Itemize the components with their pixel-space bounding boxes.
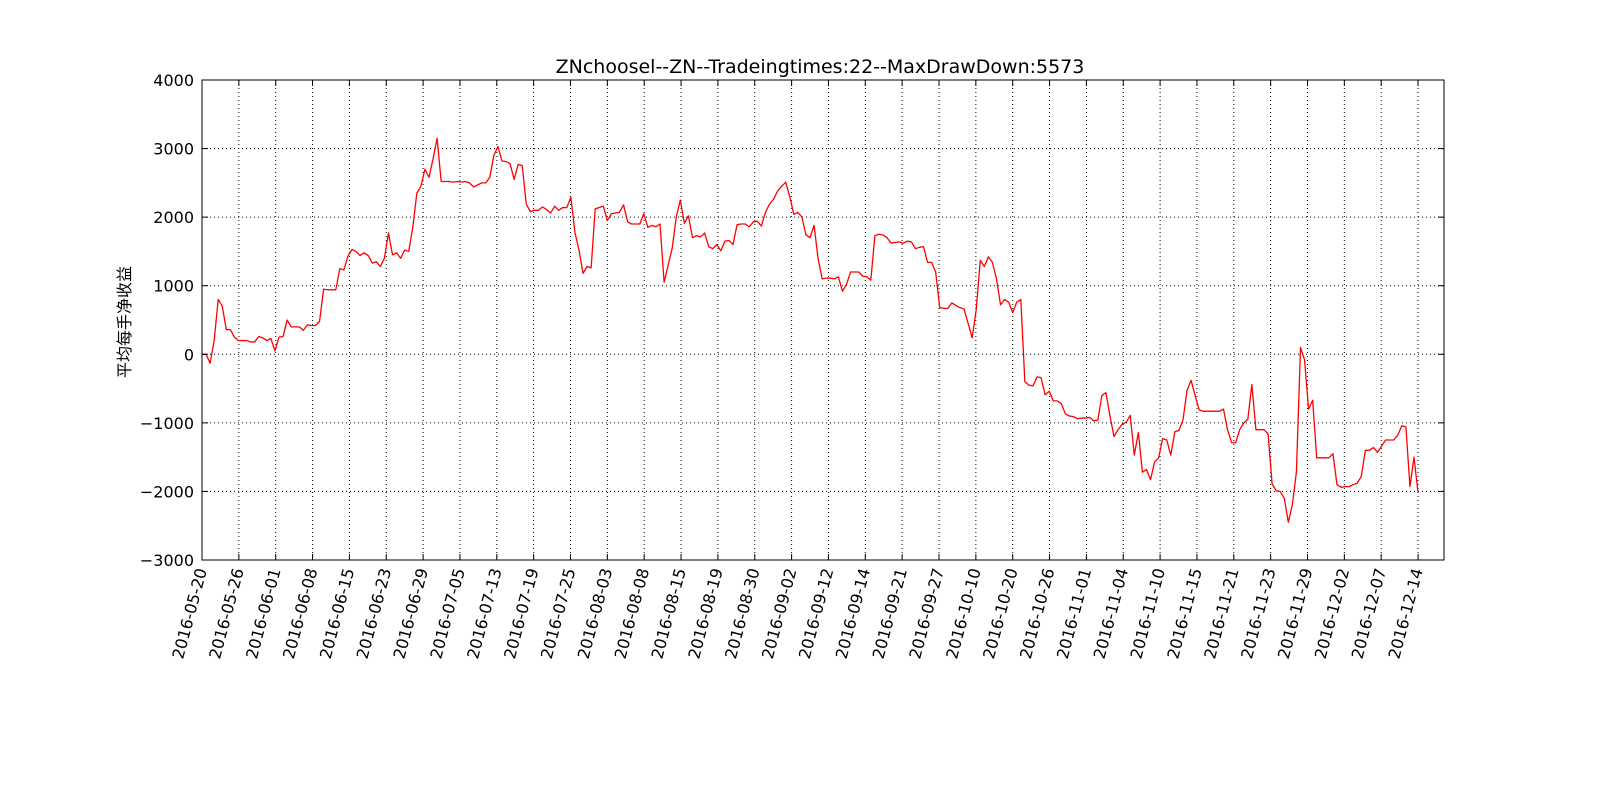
x-tick-label: 2016-08-15 bbox=[647, 566, 689, 661]
x-tick-label: 2016-07-13 bbox=[463, 566, 505, 661]
y-tick-label: −1000 bbox=[140, 414, 194, 433]
x-tick-label: 2016-07-25 bbox=[537, 566, 579, 661]
series-layer bbox=[202, 137, 1419, 523]
y-tick-label: 1000 bbox=[153, 277, 194, 296]
x-tick-label: 2016-10-26 bbox=[1016, 566, 1058, 661]
x-tick-label: 2016-11-29 bbox=[1274, 566, 1316, 661]
plot-frame bbox=[201, 79, 1445, 561]
x-tick-label: 2016-05-26 bbox=[205, 566, 247, 661]
x-tick-label: 2016-06-08 bbox=[279, 566, 321, 661]
x-tick-label: 2016-08-30 bbox=[721, 566, 763, 661]
y-axis-label: 平均每手净收益 bbox=[115, 266, 134, 378]
x-tick-label: 2016-06-29 bbox=[390, 566, 432, 661]
x-tick-label: 2016-08-03 bbox=[574, 566, 616, 661]
x-tick-label: 2016-11-23 bbox=[1237, 566, 1279, 661]
series-line-0 bbox=[202, 137, 1419, 523]
x-tick-label: 2016-07-19 bbox=[500, 566, 542, 661]
x-tick-label: 2016-08-08 bbox=[611, 566, 653, 661]
y-tick-label: 4000 bbox=[153, 71, 194, 90]
x-tick-label: 2016-10-20 bbox=[979, 566, 1021, 661]
y-tick-label: −2000 bbox=[140, 482, 194, 501]
y-tick-label: −3000 bbox=[140, 551, 194, 570]
x-tick-label: 2016-12-02 bbox=[1311, 566, 1353, 661]
x-tick-label: 2016-09-02 bbox=[758, 566, 800, 661]
chart-title: ZNchoosel--ZN--Tradeingtimes:22--MaxDraw… bbox=[556, 56, 1085, 78]
y-tick-label: 3000 bbox=[153, 140, 194, 159]
x-tick-label: 2016-11-21 bbox=[1200, 566, 1242, 661]
x-tick-label: 2016-09-12 bbox=[795, 566, 837, 661]
x-tick-label: 2016-11-15 bbox=[1163, 566, 1205, 661]
x-tick-label: 2016-11-04 bbox=[1090, 566, 1132, 661]
x-tick-label: 2016-12-07 bbox=[1348, 566, 1390, 661]
x-tick-label: 2016-06-15 bbox=[316, 566, 358, 661]
x-tick-label: 2016-08-19 bbox=[684, 566, 726, 661]
x-tick-label: 2016-09-14 bbox=[832, 566, 874, 661]
x-tick-label: 2016-11-01 bbox=[1053, 566, 1095, 661]
x-tick-label: 2016-09-27 bbox=[905, 566, 947, 661]
grid-layer bbox=[202, 80, 1444, 560]
y-tick-label: 2000 bbox=[153, 208, 194, 227]
x-tick-label: 2016-07-05 bbox=[426, 566, 468, 661]
x-tick-label: 2016-05-20 bbox=[168, 566, 210, 661]
x-tick-label: 2016-06-01 bbox=[242, 566, 284, 661]
x-tick-label: 2016-06-23 bbox=[353, 566, 395, 661]
x-tick-label: 2016-11-10 bbox=[1127, 566, 1169, 661]
tick-layer: −3000 −2000 −1000 0 1000 2000 3000 4000 2016-05-… bbox=[140, 71, 1444, 661]
x-tick-label: 2016-09-21 bbox=[869, 566, 911, 661]
y-tick-label: 0 bbox=[184, 345, 194, 364]
x-tick-label: 2016-10-10 bbox=[942, 566, 984, 661]
x-tick-label: 2016-12-14 bbox=[1384, 566, 1426, 661]
